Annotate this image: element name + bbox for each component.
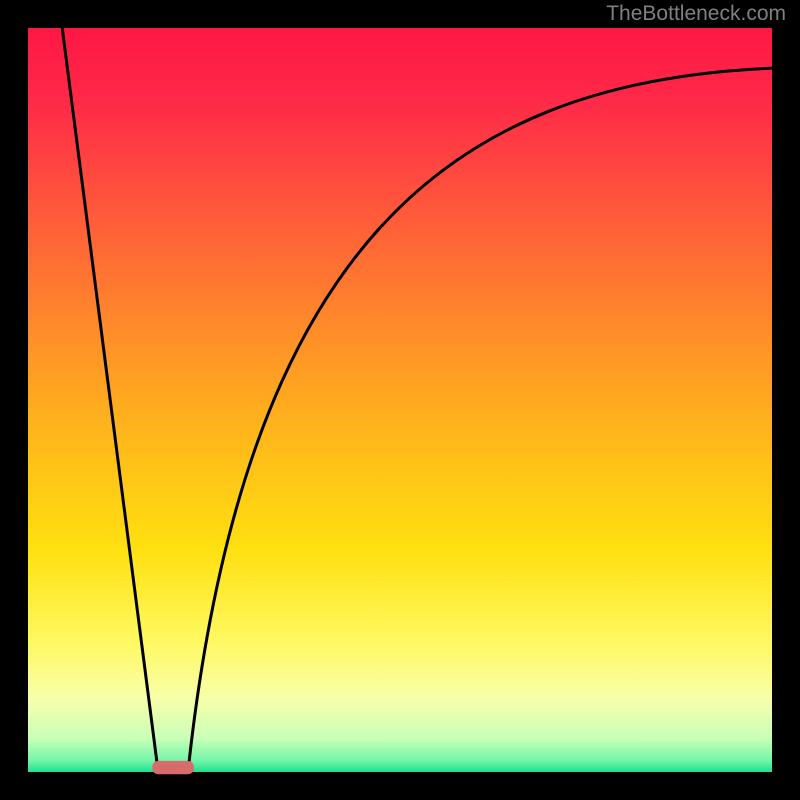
watermark-text: TheBottleneck.com — [606, 2, 786, 26]
gradient-background — [28, 28, 772, 772]
bottleneck-chart — [0, 0, 800, 800]
chart-container: TheBottleneck.com — [0, 0, 800, 800]
optimal-marker — [152, 761, 194, 774]
